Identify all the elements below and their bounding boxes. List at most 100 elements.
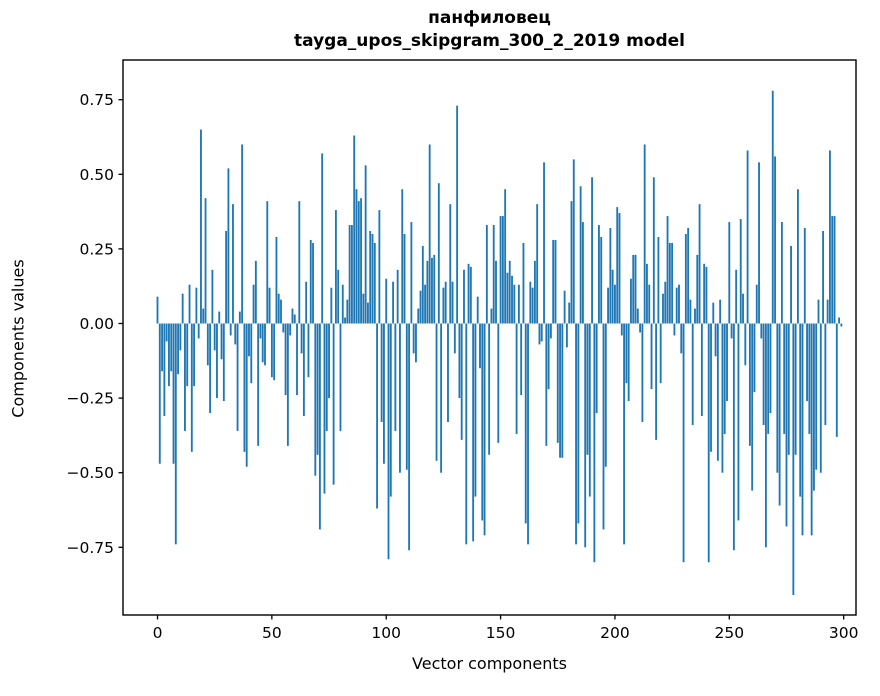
bar [506,272,509,324]
bar [652,177,655,324]
bar [632,254,635,324]
bar [316,323,319,455]
bar [607,287,609,324]
bar [671,242,674,324]
bar [826,299,829,324]
y-tick-label: 0.25 [79,240,114,258]
bar [206,323,209,366]
bar [840,323,843,327]
y-tick-label: −0.25 [67,390,115,408]
bar [236,323,239,431]
bar [755,284,758,324]
bar [394,323,397,431]
bar [426,260,429,324]
bar [712,302,715,324]
bar [657,236,660,324]
axes-spines [122,59,857,616]
bar [403,233,406,324]
x-tick-label: 300 [829,624,859,642]
bar [254,260,257,324]
x-axis-label: Vector components [412,654,567,673]
bar [332,323,335,485]
bar [664,281,667,324]
bar [383,323,385,464]
y-axis-label: Components values [8,259,28,418]
bar [492,225,495,324]
bar [298,201,301,324]
bar [705,266,708,324]
bar [437,183,440,324]
bar [531,287,534,324]
bar [568,302,571,324]
bar [792,323,795,596]
bar [634,254,637,324]
bar [721,323,724,473]
bar [794,323,797,455]
bar [282,323,285,333]
bar [177,323,180,375]
bar [259,323,262,339]
bar [831,216,834,324]
bar [293,314,296,324]
bar [186,323,189,387]
bar [575,323,577,545]
bar [771,90,774,324]
bar [325,323,328,431]
bar [803,228,806,324]
bar [726,323,728,402]
bar [444,281,447,324]
bar [611,269,614,324]
bar [819,323,822,473]
bar [504,189,507,324]
bar [698,204,701,324]
bar [483,323,486,536]
bar [639,323,642,333]
bar [348,225,351,324]
bar [513,284,516,324]
bar [202,308,205,324]
bar [458,323,461,399]
bar [598,225,600,324]
bar [314,323,317,476]
bar [257,323,260,446]
bar [675,287,678,324]
bar [248,323,250,357]
bar [710,323,712,452]
bar [312,242,314,324]
x-tick-label: 200 [600,624,630,642]
bar [252,284,255,324]
bar [323,323,326,494]
bar [732,323,735,551]
bar [488,323,491,455]
bar [545,323,548,446]
bar [630,278,632,324]
bar [581,222,584,324]
bar [307,323,310,378]
bar [380,323,383,422]
bar [453,323,456,354]
bar [684,233,687,324]
bar [337,269,340,324]
bar [641,323,644,422]
bar [694,308,696,324]
bar [170,323,173,372]
bar [538,323,541,345]
bar [373,242,376,324]
bar [305,281,308,324]
bar [646,263,648,324]
bar [334,210,337,324]
bar [364,165,367,324]
bar [344,317,346,324]
bar [168,323,170,387]
bar [465,323,468,545]
bar [433,254,436,324]
bar [570,201,573,324]
bar [449,204,452,324]
bar [515,323,518,434]
bar [227,168,230,324]
bar [787,323,790,455]
bar [209,323,212,414]
bar [808,323,811,434]
bar [401,189,404,324]
